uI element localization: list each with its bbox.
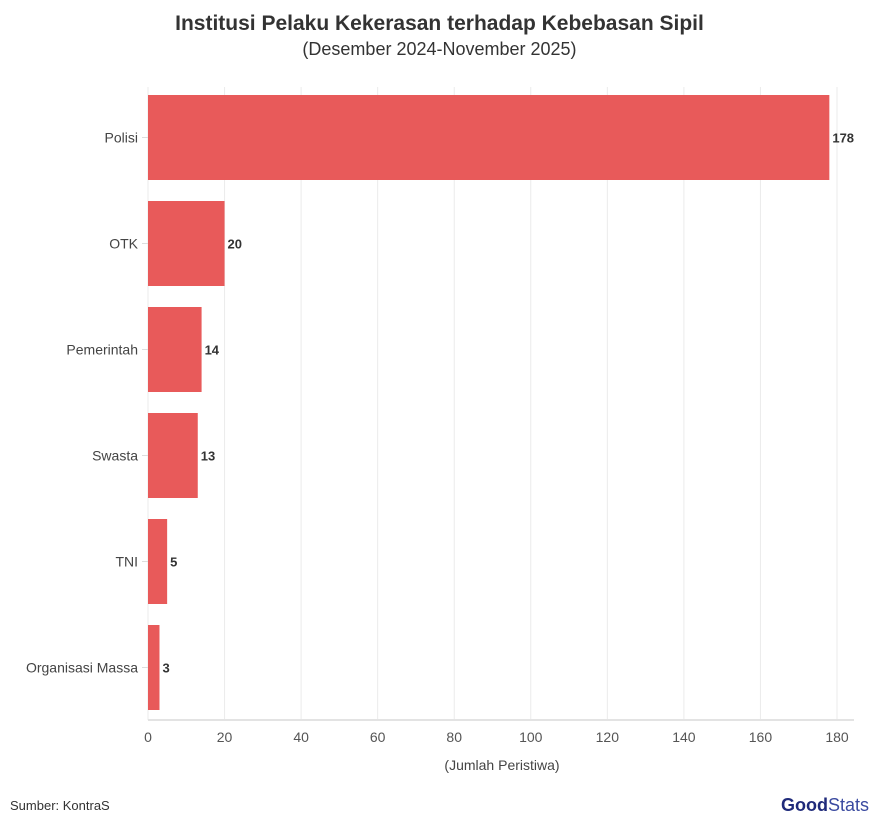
y-category-label: Pemerintah <box>66 342 138 358</box>
x-tick-label: 160 <box>749 729 773 745</box>
data-label: 14 <box>205 343 220 358</box>
y-category-label: Swasta <box>92 448 138 464</box>
bars <box>148 95 830 710</box>
data-label: 178 <box>832 131 854 146</box>
bar <box>148 95 830 180</box>
x-tick-label: 20 <box>217 729 233 745</box>
logo-light: Stats <box>827 795 869 815</box>
labels: 0 20 40 60 80 100 120 140 160 180 Polisi 178 OTK 20 Pe… <box>26 130 854 746</box>
goodstats-logo: GoodStats <box>781 795 869 816</box>
x-tick-label: 120 <box>596 729 620 745</box>
x-tick-label: 140 <box>672 729 696 745</box>
logo-bold: Good <box>780 795 828 815</box>
bar <box>148 519 168 604</box>
chart-subtitle: (Desember 2024-November 2025) <box>302 39 577 59</box>
data-label: 13 <box>201 449 215 464</box>
data-label: 3 <box>162 661 169 676</box>
y-category-label: Organisasi Massa <box>26 660 138 676</box>
x-tick-label: 100 <box>519 729 543 745</box>
bar <box>148 625 160 710</box>
gridlines <box>142 87 854 721</box>
y-category-label: Polisi <box>105 130 138 146</box>
x-tick-label: 0 <box>144 729 152 745</box>
source-note: Sumber: KontraS <box>10 798 110 813</box>
y-category-label: TNI <box>115 554 138 570</box>
x-tick-label: 180 <box>825 729 849 745</box>
bar <box>148 201 225 286</box>
bar <box>148 307 202 392</box>
x-axis-label: (Jumlah Peristiwa) <box>444 757 559 773</box>
data-label: 5 <box>170 555 177 570</box>
bar <box>148 413 198 498</box>
x-tick-label: 60 <box>370 729 386 745</box>
x-tick-label: 80 <box>446 729 462 745</box>
data-label: 20 <box>228 237 242 252</box>
chart-title: Institusi Pelaku Kekerasan terhadap Kebe… <box>175 12 704 35</box>
y-category-label: OTK <box>109 236 138 252</box>
x-tick-label: 40 <box>293 729 309 745</box>
